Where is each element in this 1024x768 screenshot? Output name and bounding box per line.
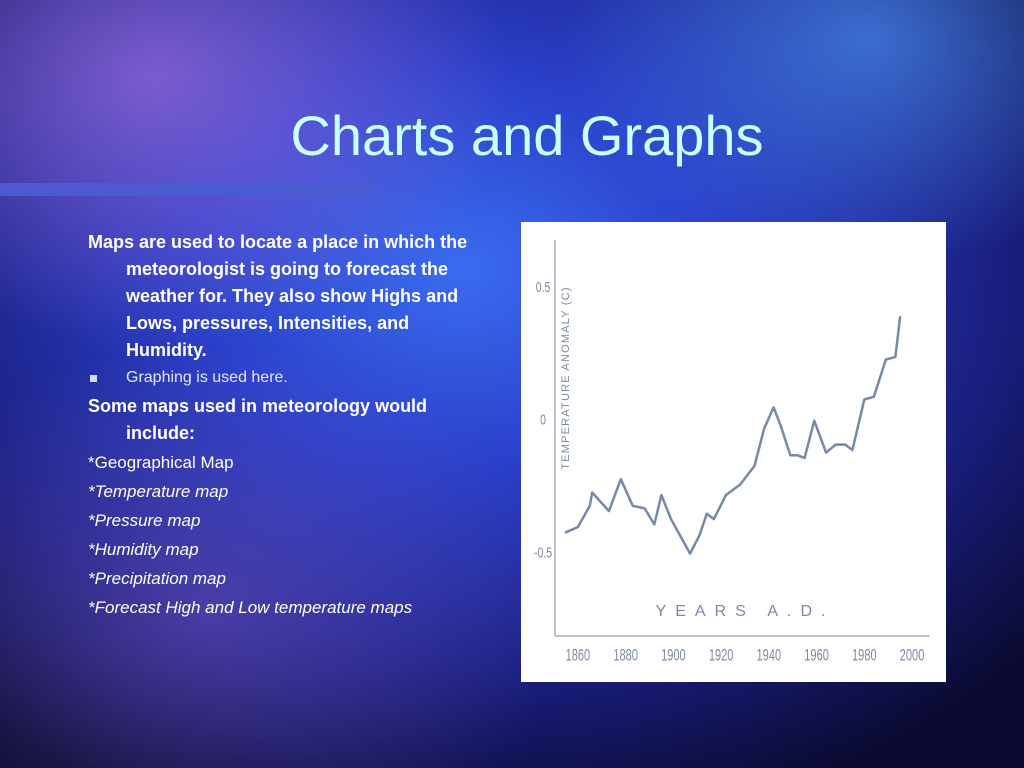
chart-panel	[521, 222, 946, 682]
slide-title: Charts and Graphs	[290, 104, 763, 167]
list-item: *Precipitation map	[88, 569, 226, 588]
x-tick-label: 1900	[661, 646, 686, 665]
list-item: *Temperature map	[88, 482, 229, 501]
y-tick-label: -0.5	[534, 544, 552, 561]
list-item: *Geographical Map	[88, 453, 234, 472]
x-tick-label: 1940	[757, 646, 782, 665]
x-tick-label: 1880	[613, 646, 638, 665]
y-axis-label: TEMPERATURE ANOMALY (C)	[560, 286, 572, 469]
list-item: *Forecast High and Low temperature maps	[88, 598, 413, 617]
y-tick-label: 0	[540, 411, 546, 428]
slide-body: Maps are used to locate a place in which…	[88, 229, 488, 623]
paragraph: Some maps used in meteorology would incl…	[88, 396, 428, 443]
x-tick-label: 2000	[900, 646, 925, 665]
x-tick-label: 1980	[852, 646, 877, 665]
paragraph: Maps are used to locate a place in which…	[88, 232, 468, 360]
title-bar	[0, 183, 374, 196]
chart: -0.5 0 0.5 1860 1880 1900 1920 1940 1960 1980 2000…	[534, 240, 930, 665]
list-item: *Humidity map	[88, 540, 199, 559]
x-tick-label: 1860	[566, 646, 591, 665]
x-axis-label: YEARS A.D.	[656, 603, 835, 620]
x-tick-label: 1960	[804, 646, 829, 665]
bullet-item: Graphing is used here.	[88, 366, 488, 390]
x-tick-label: 1920	[709, 646, 734, 665]
data-line	[564, 315, 902, 555]
y-tick-label: 0.5	[536, 278, 551, 295]
list-item: *Pressure map	[88, 511, 201, 530]
